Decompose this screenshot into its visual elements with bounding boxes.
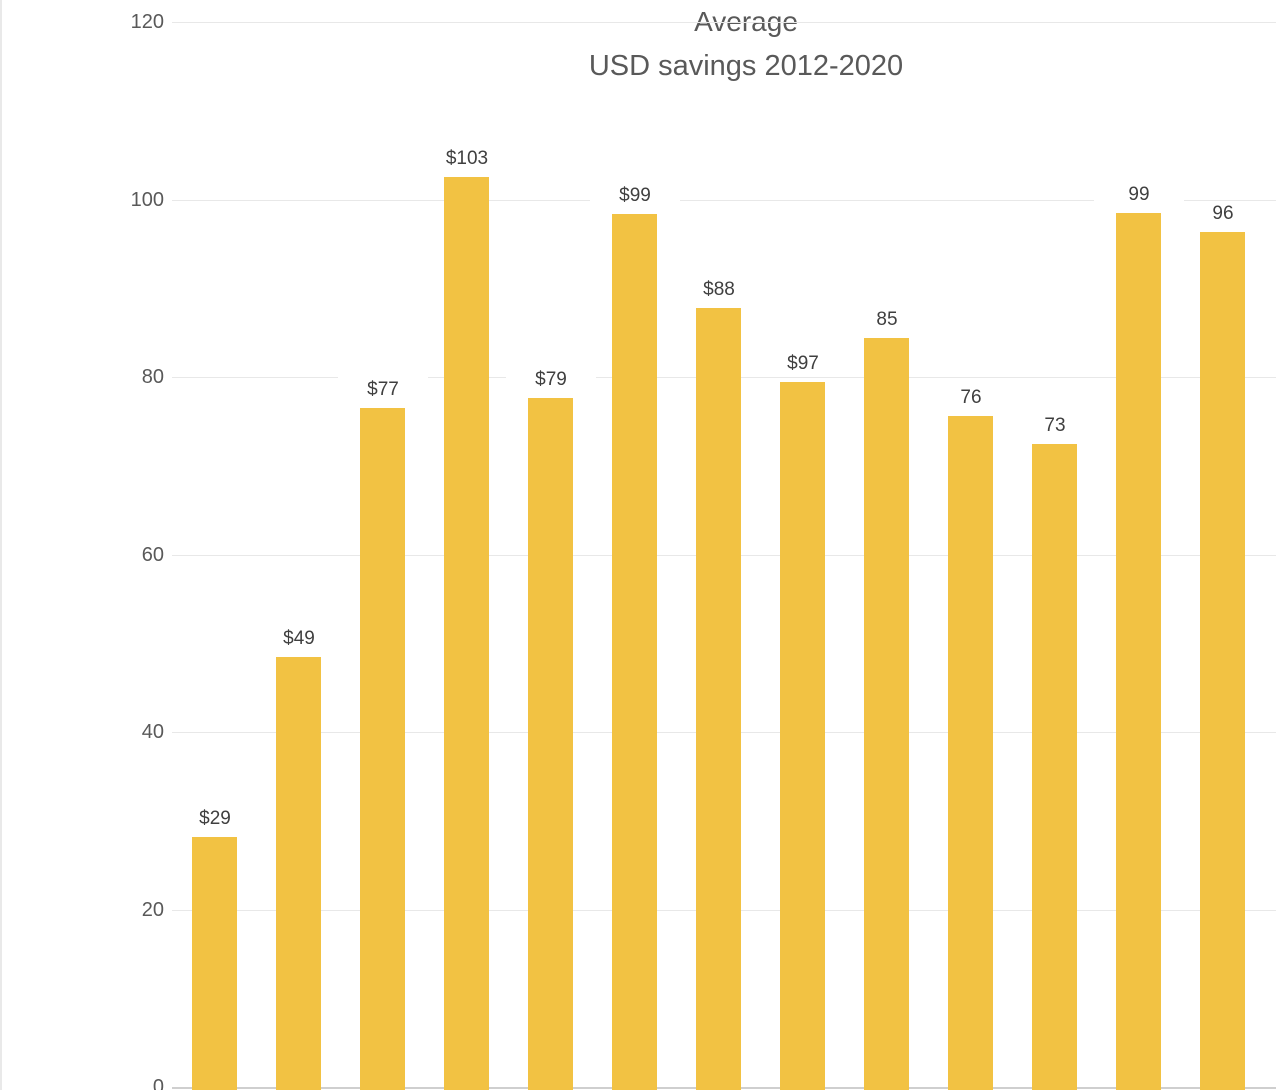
bar[interactable] [864, 338, 909, 1090]
gridline [172, 22, 1276, 23]
bar[interactable] [276, 657, 321, 1090]
bar[interactable] [948, 416, 993, 1090]
y-axis-tick-label: 120 [130, 11, 164, 33]
bar[interactable] [444, 177, 489, 1090]
y-axis-tick-label: 80 [141, 366, 164, 388]
bar[interactable] [696, 308, 741, 1090]
bar[interactable] [1200, 232, 1245, 1090]
bar[interactable] [1032, 444, 1077, 1090]
bar[interactable] [612, 214, 657, 1090]
bar-value-label: $77 [338, 377, 428, 402]
bar-value-label: $79 [506, 367, 596, 392]
bar[interactable] [528, 398, 573, 1090]
bar[interactable] [1116, 213, 1161, 1090]
y-axis-tick-label: 40 [141, 721, 164, 743]
bar[interactable] [780, 382, 825, 1090]
y-axis-tick-label: 60 [141, 544, 164, 566]
chart-title-line-1: Average [694, 6, 798, 37]
bar-value-label: $103 [422, 146, 512, 171]
bar-value-label: $88 [674, 277, 764, 302]
bar-value-label: 99 [1094, 182, 1184, 207]
bar[interactable] [360, 408, 405, 1090]
bar-value-label: 73 [1010, 413, 1100, 438]
y-axis-tick-label: 0 [152, 1076, 164, 1090]
chart-title: Average USD savings 2012-2020 [580, 0, 912, 88]
bar-value-label: $99 [590, 183, 680, 208]
bar-value-label: 76 [926, 385, 1016, 410]
bar-value-label: $29 [170, 806, 260, 831]
bar-value-label: 96 [1178, 201, 1268, 226]
chart-title-line-2: USD savings 2012-2020 [588, 50, 904, 82]
y-axis-tick-label: 100 [130, 189, 164, 211]
bar-value-label: 85 [842, 307, 932, 332]
bar-value-label: $97 [758, 351, 848, 376]
y-axis-tick-label: 20 [141, 899, 164, 921]
bar[interactable] [192, 837, 237, 1090]
gridline [172, 200, 1276, 201]
bar-value-label: $49 [254, 626, 344, 651]
